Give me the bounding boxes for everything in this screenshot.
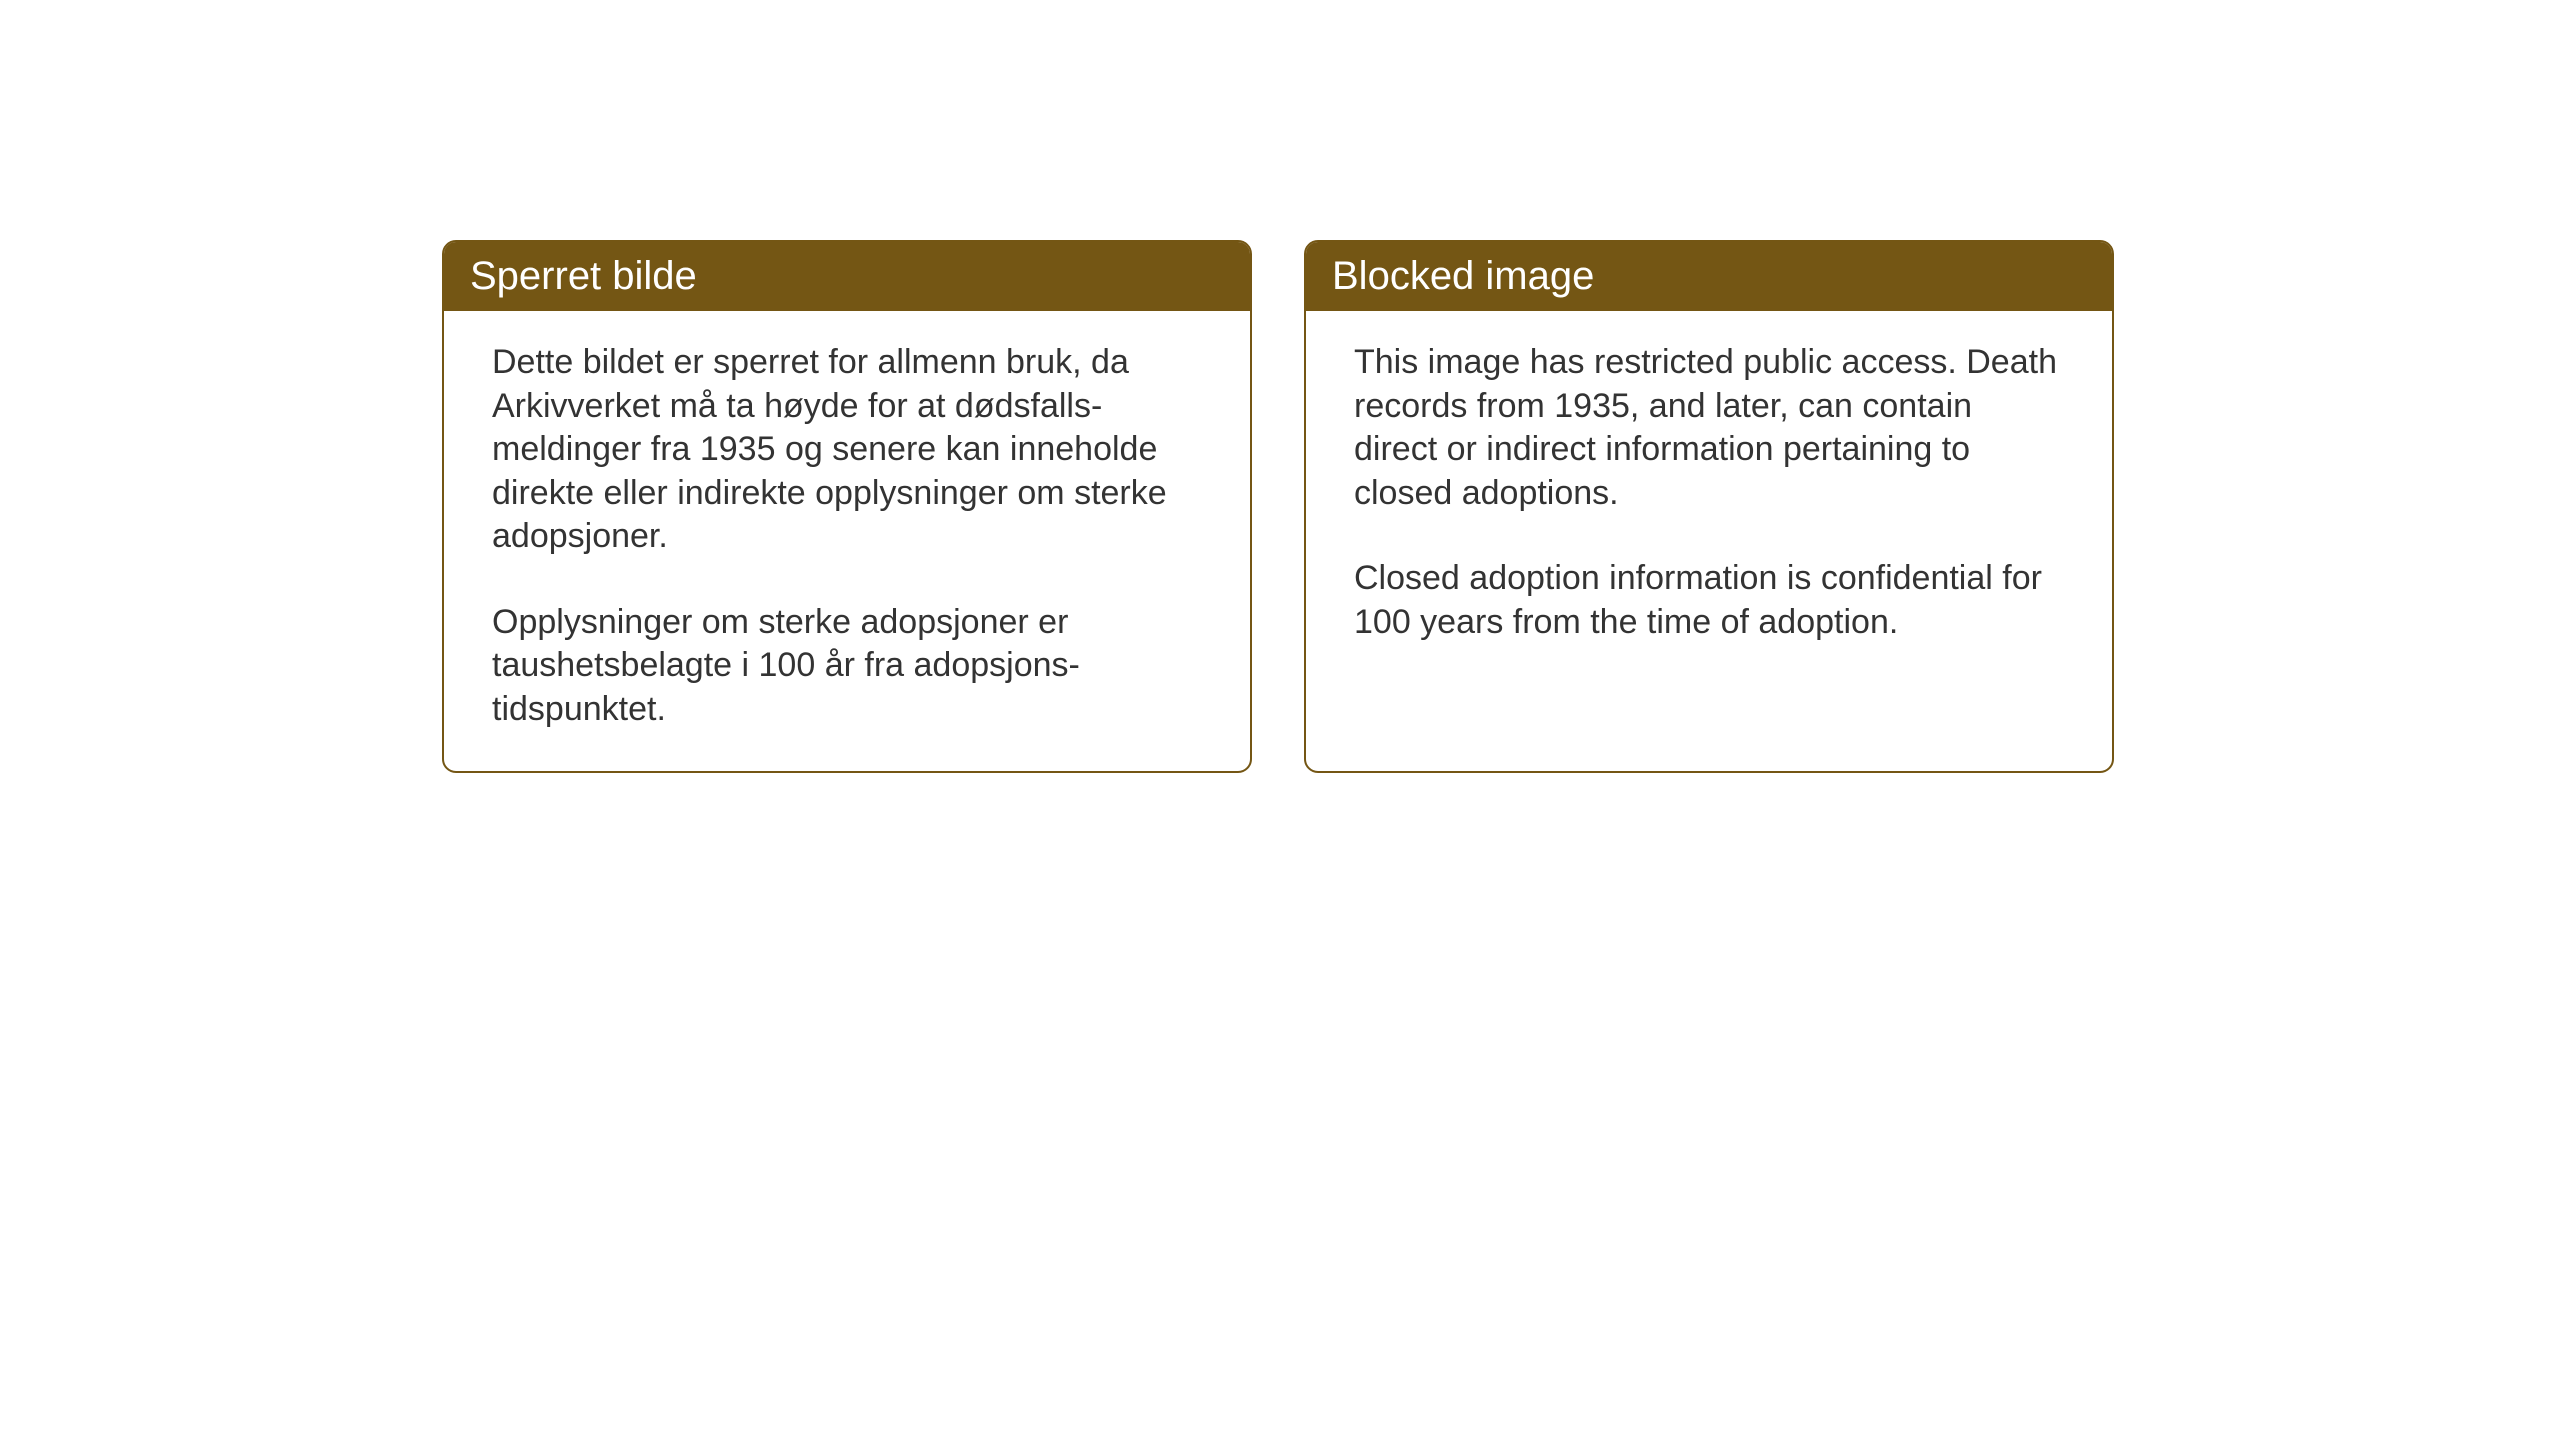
norwegian-notice-card: Sperret bilde Dette bildet er sperret fo… [442,240,1252,773]
norwegian-paragraph-1: Dette bildet er sperret for allmenn bruk… [492,341,1202,559]
english-paragraph-1: This image has restricted public access.… [1354,341,2064,515]
notice-container: Sperret bilde Dette bildet er sperret fo… [442,240,2114,773]
norwegian-card-title: Sperret bilde [444,242,1250,311]
norwegian-paragraph-2: Opplysninger om sterke adopsjoner er tau… [492,601,1202,732]
english-card-title: Blocked image [1306,242,2112,311]
norwegian-card-body: Dette bildet er sperret for allmenn bruk… [444,311,1250,771]
english-notice-card: Blocked image This image has restricted … [1304,240,2114,773]
english-card-body: This image has restricted public access.… [1306,311,2112,684]
english-paragraph-2: Closed adoption information is confident… [1354,557,2064,644]
